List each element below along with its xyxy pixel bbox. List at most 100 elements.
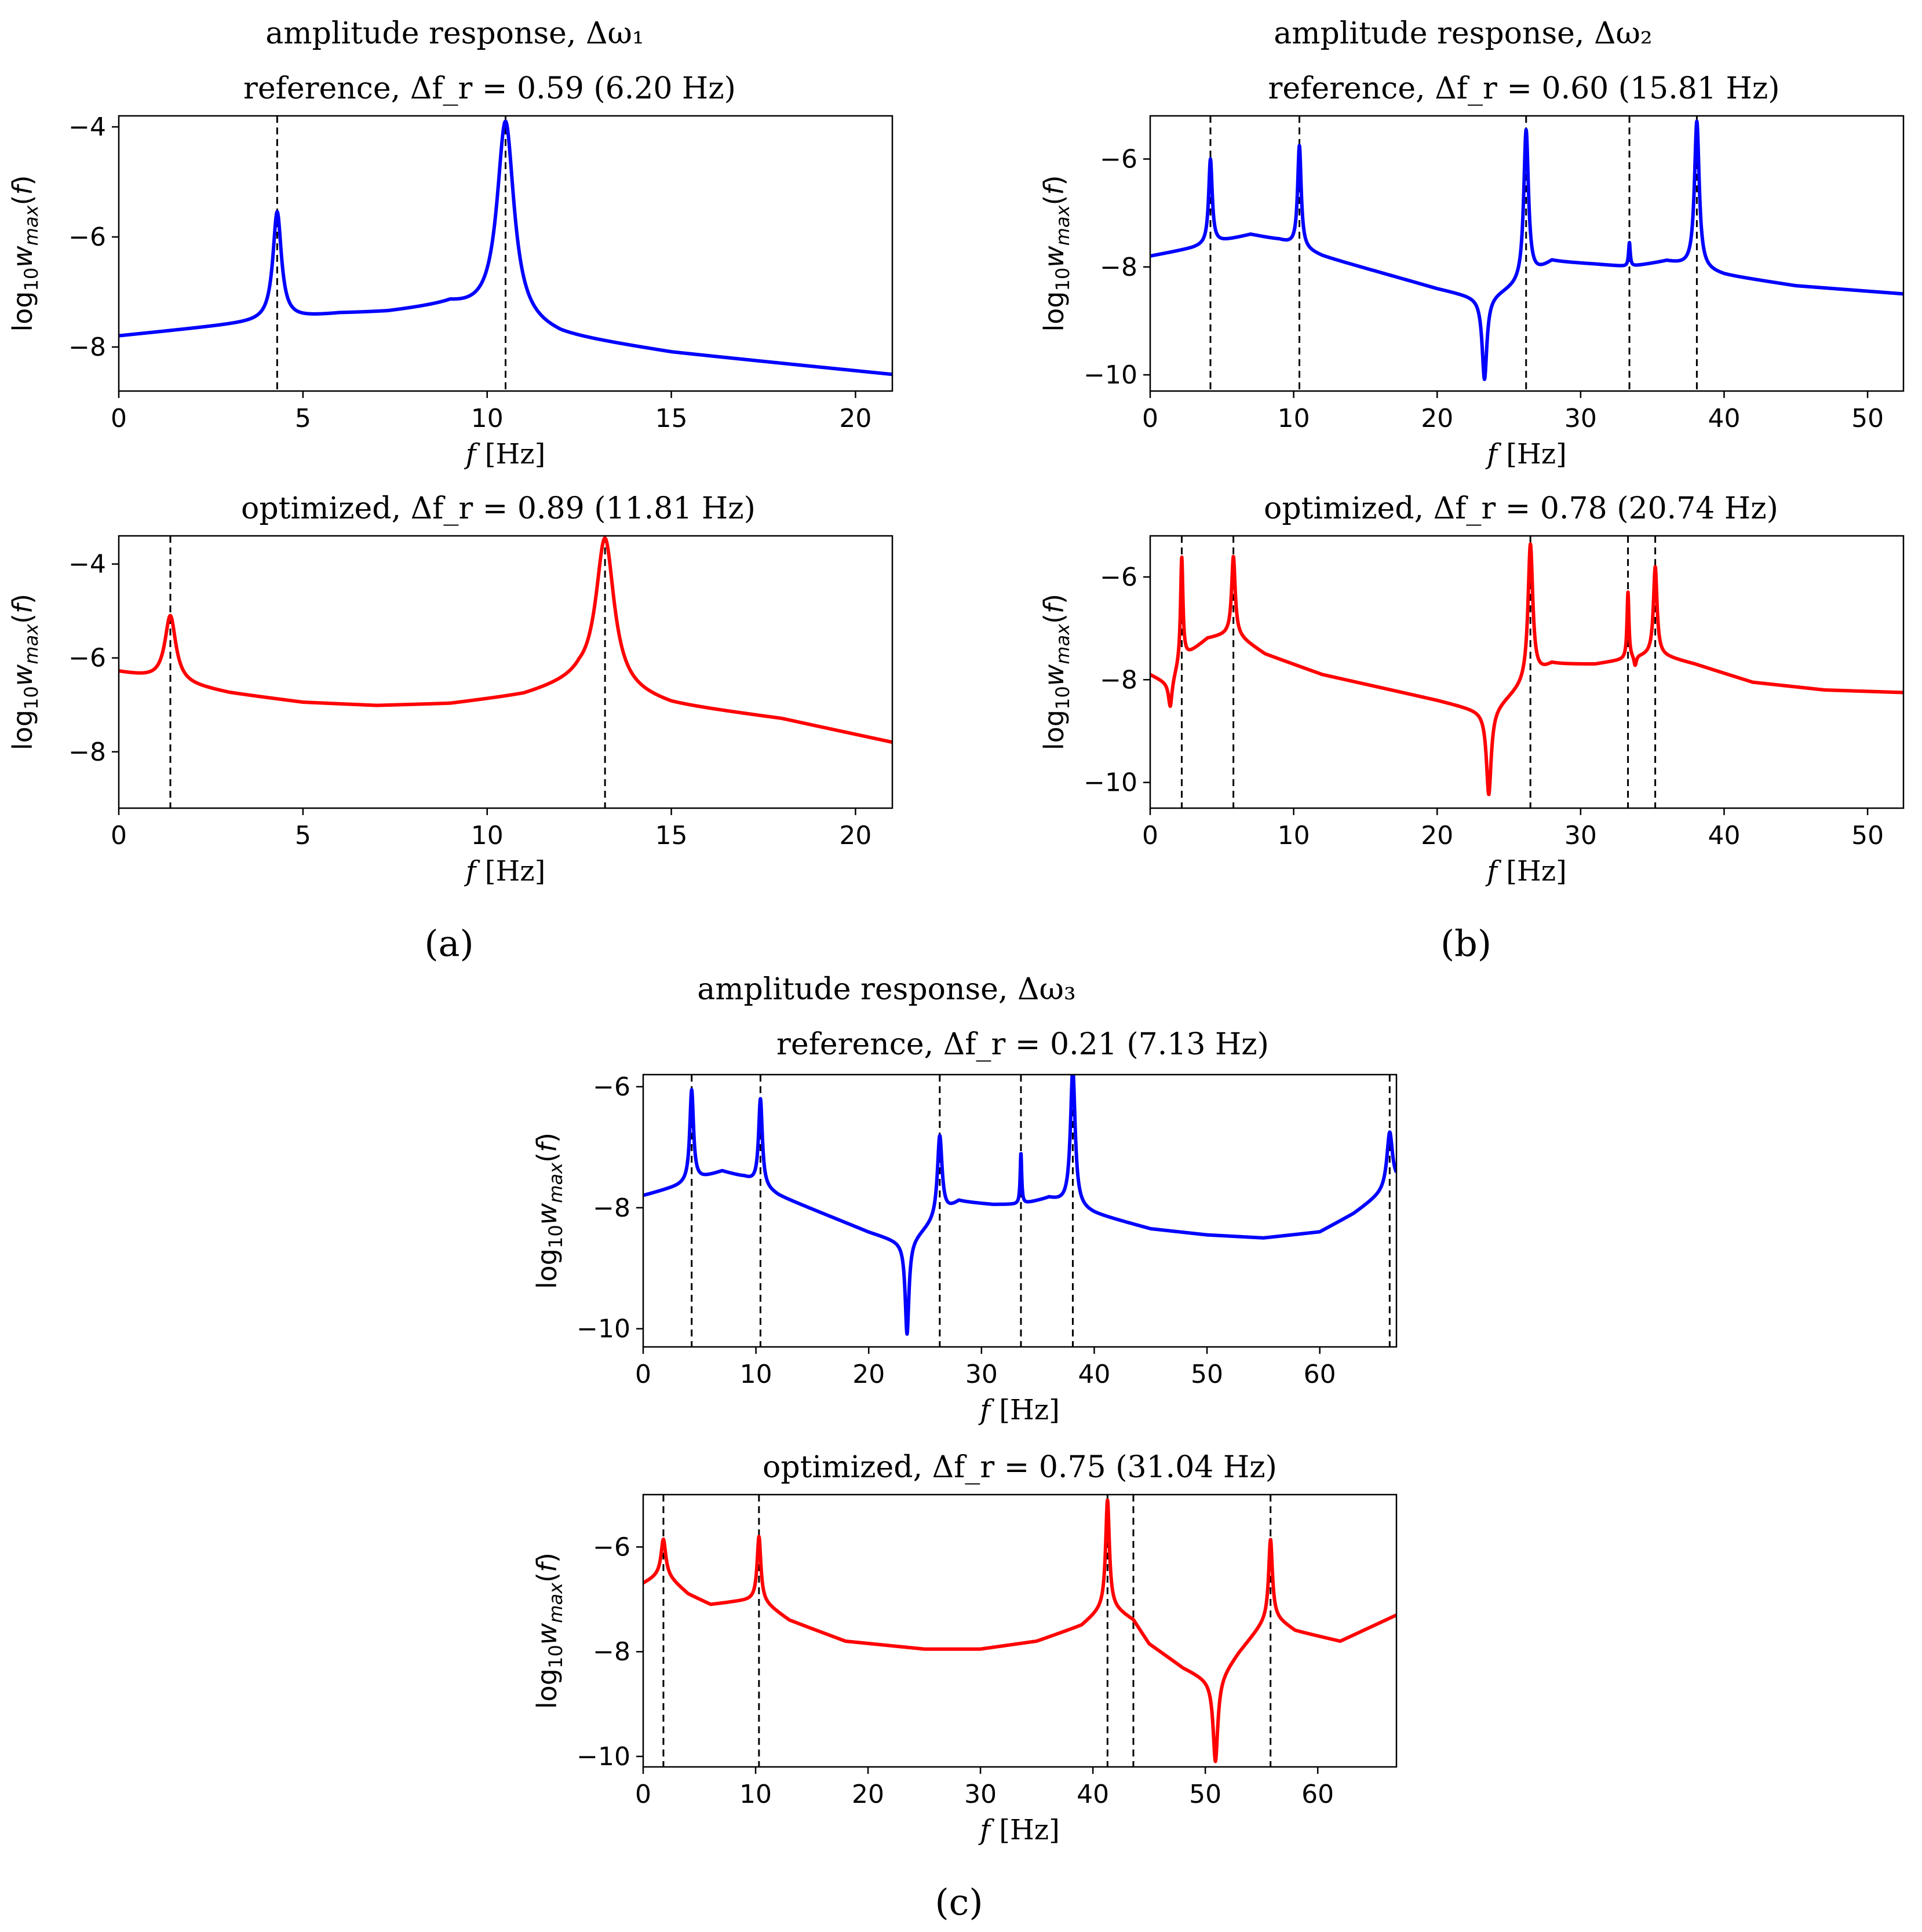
y-tick-label: −8 <box>68 737 106 767</box>
x-axis-label: f [Hz] <box>1485 855 1567 888</box>
title-a-ref-line2: reference, Δf_r = 0.59 (6.20 Hz) <box>243 71 736 106</box>
x-tick-label: 10 <box>1278 821 1310 850</box>
y-tick-label: −10 <box>1084 768 1137 798</box>
chart-c-opt: 0 10 20 30 40 50 60 −6 −8 −10 f [Hz] log10wmax(f) <box>531 1493 1398 1846</box>
y-tick-label: −4 <box>68 550 106 579</box>
axes-frame <box>118 535 893 809</box>
y-label-close: ) <box>531 1133 563 1143</box>
y-label-sub10: 10 <box>20 686 42 710</box>
response-curve <box>643 1498 1396 1763</box>
x-tick-label: 60 <box>1301 1780 1334 1809</box>
panel-label-c: (c) <box>935 1881 983 1923</box>
x-axis-label: f [Hz] <box>978 1814 1060 1846</box>
title-b-ref-line2: reference, Δf_r = 0.60 (15.81 Hz) <box>1268 71 1779 106</box>
x-tick-label: 0 <box>1142 404 1158 433</box>
y-label-open: ( <box>1038 195 1070 206</box>
title-c-opt: optimized, Δf_r = 0.75 (31.04 Hz) <box>763 1450 1277 1485</box>
x-axis-label: f [Hz] <box>978 1394 1060 1426</box>
y-tick-label: −10 <box>1084 360 1137 390</box>
x-tick-label: 10 <box>739 1780 772 1809</box>
x-axis-label-unit: [Hz] <box>476 438 545 470</box>
x-tick-label: 30 <box>1564 404 1597 433</box>
y-tick-label: −6 <box>1100 145 1137 174</box>
x-tick-label: 40 <box>1708 821 1740 850</box>
y-tick-label: −8 <box>1100 665 1137 695</box>
y-label-open: ( <box>531 1572 563 1583</box>
y-label-log: log <box>531 1668 563 1709</box>
y-axis-label: log10wmax(f) <box>531 1553 567 1709</box>
y-tick-label: −8 <box>593 1193 630 1223</box>
y-label-open: ( <box>531 1152 563 1163</box>
y-label-sub10: 10 <box>20 268 42 291</box>
x-tick-label: 30 <box>965 1360 998 1389</box>
panel-label-a: (a) <box>424 922 473 965</box>
title-a-ref-line1: amplitude response, Δω₁ <box>265 16 644 51</box>
response-curve <box>1150 119 1903 381</box>
axes-frame <box>1149 535 1905 809</box>
y-label-log: log <box>531 1248 563 1289</box>
y-label-sub10: 10 <box>1052 268 1074 291</box>
y-label-submax: max <box>545 1162 567 1203</box>
title-b-ref-line1: amplitude response, Δω₂ <box>1274 16 1653 51</box>
x-tick-label: 50 <box>1191 1360 1223 1389</box>
title-c-ref-line2: reference, Δf_r = 0.21 (7.13 Hz) <box>776 1027 1269 1062</box>
y-tick-label: −6 <box>593 1072 630 1102</box>
x-tick-label: 20 <box>839 404 871 433</box>
axes-frame <box>642 1073 1398 1348</box>
y-label-close: ) <box>1038 175 1070 185</box>
y-label-log: log <box>1038 710 1070 750</box>
y-label-sub10: 10 <box>1052 686 1074 710</box>
response-curve <box>119 119 892 377</box>
y-tick-label: −8 <box>1100 253 1137 282</box>
chart-a-ref: 0 5 10 15 20 −4 −6 −8 f [Hz] log10wmax(f) <box>7 112 893 470</box>
y-tick-label: −8 <box>68 333 106 362</box>
x-axis-label: f [Hz] <box>464 438 546 470</box>
y-label-submax: max <box>545 1582 567 1623</box>
x-tick-label: 20 <box>852 1780 884 1809</box>
y-axis-label: log10wmax(f) <box>7 594 42 750</box>
x-tick-label: 10 <box>740 1360 772 1389</box>
y-tick-label: −6 <box>68 644 106 673</box>
y-label-open: ( <box>7 195 38 206</box>
x-tick-label: 60 <box>1304 1360 1336 1389</box>
chart-a-opt: 0 5 10 15 20 −4 −6 −8 f [Hz] log10wmax(f) <box>7 535 893 888</box>
x-tick-label: 0 <box>111 821 127 850</box>
x-tick-label: 10 <box>471 821 504 850</box>
x-tick-label: 0 <box>635 1780 651 1809</box>
x-tick-label: 50 <box>1851 821 1884 850</box>
response-curve <box>1150 542 1903 797</box>
x-tick-label: 10 <box>471 404 504 433</box>
x-tick-label: 10 <box>1278 404 1310 433</box>
y-label-close: ) <box>7 175 38 185</box>
x-tick-label: 20 <box>839 821 871 850</box>
x-tick-label: 40 <box>1708 404 1740 433</box>
x-tick-label: 50 <box>1851 404 1884 433</box>
y-label-submax: max <box>20 204 42 246</box>
y-tick-label: −6 <box>1100 563 1137 592</box>
x-tick-label: 50 <box>1189 1780 1221 1809</box>
x-tick-label: 15 <box>655 404 688 433</box>
x-axis-label-unit: [Hz] <box>1497 438 1567 470</box>
y-tick-label: −8 <box>593 1637 630 1667</box>
x-tick-label: 0 <box>111 404 127 433</box>
x-tick-label: 5 <box>295 404 311 433</box>
y-axis-label: log10wmax(f) <box>7 175 42 331</box>
x-tick-label: 5 <box>295 821 311 850</box>
y-axis-label: log10wmax(f) <box>1038 594 1074 750</box>
y-label-log: log <box>1038 291 1070 332</box>
y-label-w: w <box>1038 664 1070 686</box>
chart-b-opt: 0 10 20 30 40 50 −6 −8 −10 f [Hz] log10wmax(f) <box>1038 535 1905 888</box>
y-label-close: ) <box>531 1553 563 1563</box>
y-label-w: w <box>7 664 38 686</box>
title-b-opt: optimized, Δf_r = 0.78 (20.74 Hz) <box>1264 491 1778 526</box>
x-axis-label-unit: [Hz] <box>990 1394 1060 1426</box>
y-tick-label: −6 <box>68 222 106 252</box>
title-c-ref-line1: amplitude response, Δω₃ <box>697 972 1076 1007</box>
y-axis-label: log10wmax(f) <box>531 1133 567 1289</box>
chart-c-ref: 0 10 20 30 40 50 60 −6 −8 −10 f [Hz] log10wmax(f) <box>531 1072 1398 1426</box>
x-tick-label: 15 <box>655 821 688 850</box>
y-tick-label: −10 <box>577 1314 630 1344</box>
y-label-close: ) <box>1038 594 1070 604</box>
y-label-submax: max <box>1052 204 1074 246</box>
response-curve <box>119 536 892 744</box>
